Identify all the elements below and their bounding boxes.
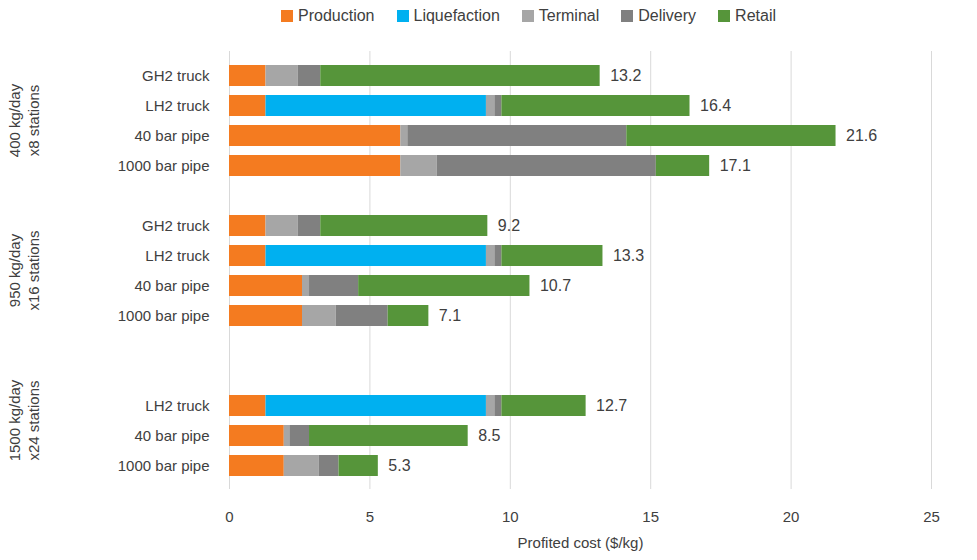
- html-text:Retail: Retail: [735, 7, 776, 24]
- svg-text:1000 bar pipe: 1000 bar pipe: [118, 307, 210, 324]
- svg-text:15: 15: [642, 508, 659, 525]
- svg-text:5.3: 5.3: [388, 457, 410, 474]
- svg-text:1500 kg/dayx24 stations: 1500 kg/dayx24 stations: [6, 379, 42, 461]
- svg-text:21.6: 21.6: [846, 127, 877, 144]
- svg-text:40 bar pipe: 40 bar pipe: [134, 277, 209, 294]
- svg-text:7.1: 7.1: [439, 307, 461, 324]
- html-text:Production: Production: [298, 7, 375, 24]
- svg-text:13.2: 13.2: [610, 67, 641, 84]
- svg-text:20: 20: [783, 508, 800, 525]
- svg-text:9.2: 9.2: [498, 217, 520, 234]
- svg-text:40 bar pipe: 40 bar pipe: [134, 427, 209, 444]
- svg-text:GH2 truck: GH2 truck: [142, 67, 210, 84]
- svg-text:0: 0: [225, 508, 233, 525]
- svg-text:GH2 truck: GH2 truck: [142, 217, 210, 234]
- svg-text:LH2 truck: LH2 truck: [145, 97, 210, 114]
- svg-text:5: 5: [366, 508, 374, 525]
- svg-text:LH2 truck: LH2 truck: [145, 247, 210, 264]
- svg-text:Profited cost ($/kg): Profited cost ($/kg): [518, 534, 644, 551]
- svg-text:16.4: 16.4: [700, 97, 731, 114]
- svg-text:17.1: 17.1: [720, 157, 751, 174]
- svg-text:LH2 truck: LH2 truck: [145, 397, 210, 414]
- svg-text:950 kg/dayx16 stations: 950 kg/dayx16 stations: [6, 230, 42, 310]
- svg-text:8.5: 8.5: [478, 427, 500, 444]
- svg-text:400 kg/dayx8 stations: 400 kg/dayx8 stations: [6, 83, 42, 157]
- svg-text:10.7: 10.7: [540, 277, 571, 294]
- svg-text:1000 bar pipe: 1000 bar pipe: [118, 457, 210, 474]
- html-text:Liquefaction: Liquefaction: [413, 7, 500, 24]
- svg-text:12.7: 12.7: [596, 397, 627, 414]
- svg-text:1000 bar pipe: 1000 bar pipe: [118, 157, 210, 174]
- svg-text:40 bar pipe: 40 bar pipe: [134, 127, 209, 144]
- svg-text:25: 25: [923, 508, 940, 525]
- svg-text:13.3: 13.3: [613, 247, 644, 264]
- html-text:Terminal: Terminal: [538, 7, 600, 24]
- html-text:Delivery: Delivery: [638, 7, 697, 24]
- svg-text:10: 10: [502, 508, 519, 525]
